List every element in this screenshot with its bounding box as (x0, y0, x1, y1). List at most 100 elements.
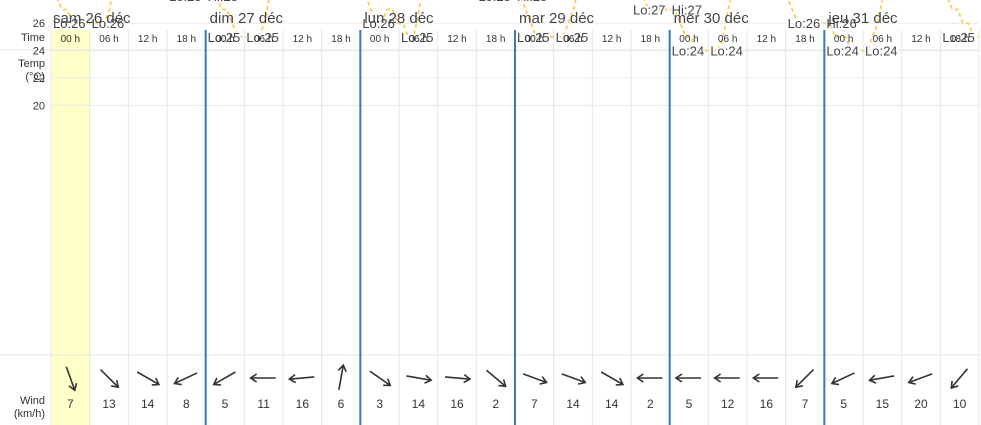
wind-arrow-head (498, 379, 507, 388)
wind-arrow-icon (65, 366, 78, 392)
wind-speed: 3 (376, 397, 383, 411)
hour-label: 00 h (370, 34, 389, 45)
wind-arrow-head (868, 374, 877, 384)
wind-arrow-shaft (175, 372, 198, 384)
wind-arrow-icon (674, 373, 701, 383)
wind-arrow-icon (830, 372, 855, 386)
temp-low-label: Lo:25 (401, 30, 434, 45)
wind-arrow-head (151, 377, 161, 386)
wind-arrow-head (463, 374, 472, 384)
wind-arrow-icon (337, 363, 347, 390)
wind-arrow-head (249, 373, 258, 383)
y-tick-label: 26 (33, 18, 45, 30)
hour-label: 18 h (177, 34, 196, 45)
wind-speed: 6 (338, 397, 345, 411)
wind-arrow-shaft (65, 366, 76, 390)
wind-speed: 5 (222, 397, 229, 411)
wind-arrow-icon (600, 371, 625, 386)
temp-low-label: Lo:24 (672, 44, 705, 59)
hour-label: 00 h (215, 34, 234, 45)
wind-arrow-head (907, 376, 916, 385)
hour-label: 12 h (911, 34, 930, 45)
day-header: dim 27 déc (210, 10, 284, 27)
hour-label: 06 h (563, 34, 582, 45)
wind-arrow-icon (522, 373, 548, 385)
wind-arrow-head (615, 377, 625, 386)
wind-speed: 12 (721, 397, 735, 411)
hour-label: 12 h (293, 34, 312, 45)
wind-speed: 7 (531, 397, 538, 411)
temperature-line (824, 0, 979, 52)
y-tick-label: 22 (33, 73, 45, 85)
wind-arrow-head (674, 373, 683, 383)
y-tick-label: 28 (33, 0, 45, 3)
wind-arrow-icon (868, 374, 895, 384)
wind-speed: 2 (492, 397, 499, 411)
wind-arrow-icon (444, 374, 472, 384)
row-label-temp: Temp (18, 58, 45, 70)
temp-high-label: Hi:28 (517, 0, 547, 4)
temp-low-label: Lo:25 (556, 30, 589, 45)
wind-arrow-icon (794, 368, 815, 389)
hour-label: 12 h (447, 34, 466, 45)
day-header: jeu 31 déc (827, 10, 898, 27)
wind-arrow-head (950, 380, 959, 390)
wind-speed: 20 (914, 397, 928, 411)
wind-arrow-shaft (99, 368, 119, 388)
wind-arrow-icon (136, 371, 161, 386)
row-label-temp-unit: (°C) (25, 71, 45, 83)
wind-arrow-shaft (909, 373, 933, 383)
wind-arrow-head (383, 378, 392, 387)
wind-arrow-shaft (369, 370, 390, 386)
wind-arrow-shaft (406, 375, 431, 381)
temp-high-label: Hi:28 (208, 0, 238, 4)
wind-speed: 7 (802, 397, 809, 411)
wind-arrow-shaft (795, 368, 815, 388)
temp-low-label: Lo:28 (169, 0, 202, 4)
hour-label: 12 h (757, 34, 776, 45)
wind-speed: 16 (450, 397, 464, 411)
wind-speed: 11 (257, 397, 270, 411)
wind-speed: 14 (566, 397, 580, 411)
wind-arrow-shaft (214, 371, 236, 385)
hour-label: 18 h (641, 34, 660, 45)
hour-label: 18 h (331, 34, 350, 45)
y-tick-label: 24 (33, 46, 45, 58)
row-label-time: Time (21, 32, 45, 44)
temp-low-label: Lo:26 (788, 16, 821, 31)
wind-arrow-head (68, 383, 78, 392)
wind-arrow-shaft (485, 369, 506, 387)
wind-speed: 10 (953, 397, 967, 411)
hour-label: 06 h (873, 34, 892, 45)
temp-high-label: Hi:26 (826, 16, 856, 31)
wind-arrow-shaft (290, 376, 315, 380)
wind-arrow-shaft (136, 371, 159, 385)
wind-arrow-head (287, 374, 297, 384)
wind-arrow-shaft (600, 371, 623, 385)
wind-arrow-icon (287, 374, 315, 384)
temp-low-label: Lo:25 (208, 30, 241, 45)
wind-speed: 5 (686, 397, 693, 411)
wind-arrow-shaft (870, 375, 895, 381)
wind-arrow-head (212, 377, 221, 386)
wind-speed: 5 (840, 397, 847, 411)
wind-arrow-icon (99, 368, 120, 389)
wind-arrow-icon (173, 372, 198, 386)
wind-arrow-shaft (444, 376, 470, 380)
wind-arrow-head (424, 374, 433, 384)
wind-arrow-head (539, 376, 548, 385)
temp-low-label: Lo:24 (865, 44, 898, 59)
hour-label: 18 h (950, 34, 969, 45)
hour-label: 00 h (525, 34, 544, 45)
row-label-wind-unit: (km/h) (14, 408, 45, 420)
wind-arrow-shaft (522, 373, 546, 383)
wind-speed: 14 (605, 397, 619, 411)
wind-arrow-icon (907, 373, 933, 385)
wind-arrow-head (635, 373, 644, 383)
hour-label: 06 h (718, 34, 737, 45)
temp-low-label: Lo:24 (710, 44, 743, 59)
temp-low-label: Lo:26 (53, 16, 86, 31)
wind-arrow-head (110, 379, 120, 389)
temp-high-label: Hi:27 (672, 3, 702, 18)
wind-arrow-head (337, 363, 347, 373)
